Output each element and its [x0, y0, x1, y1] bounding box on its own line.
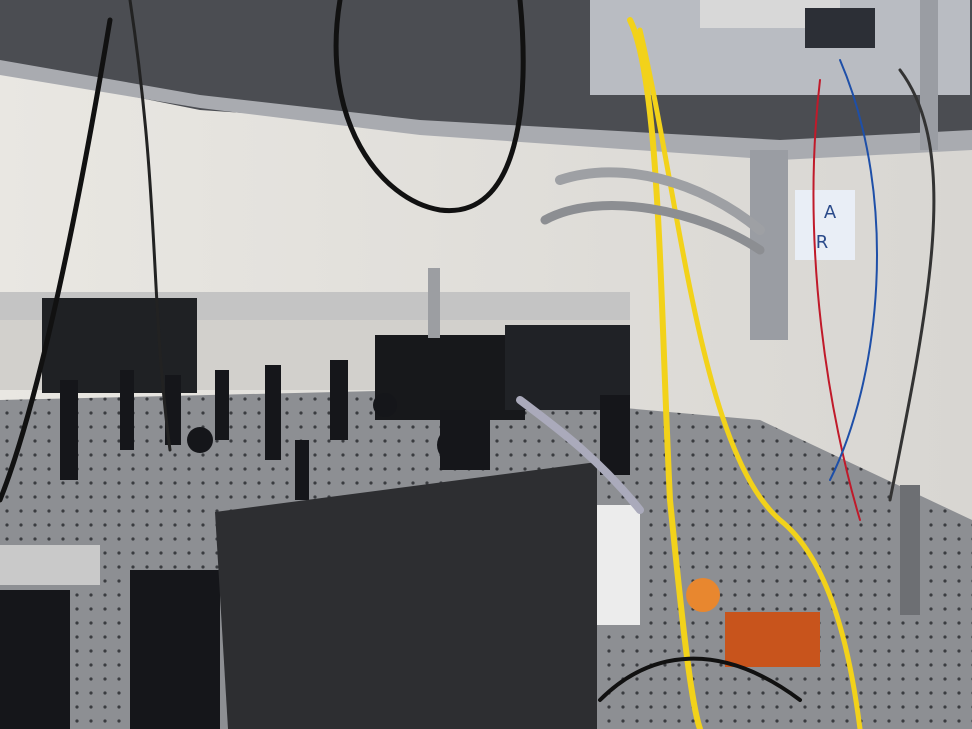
- optics: [0, 360, 630, 729]
- orange-ball: [686, 578, 720, 612]
- sign-letter: R: [816, 232, 829, 253]
- white-box: [595, 505, 640, 625]
- post: [428, 268, 440, 338]
- post: [920, 0, 938, 150]
- sign: [795, 190, 855, 260]
- black-box: [375, 335, 525, 420]
- instrument: [805, 8, 875, 48]
- orange-block: [725, 612, 820, 667]
- shelf-edge: [0, 60, 972, 160]
- front-panel: [215, 462, 597, 729]
- post: [900, 485, 920, 615]
- laser-module: [0, 545, 100, 585]
- cables: [0, 0, 936, 729]
- sign-letter: A: [824, 202, 837, 223]
